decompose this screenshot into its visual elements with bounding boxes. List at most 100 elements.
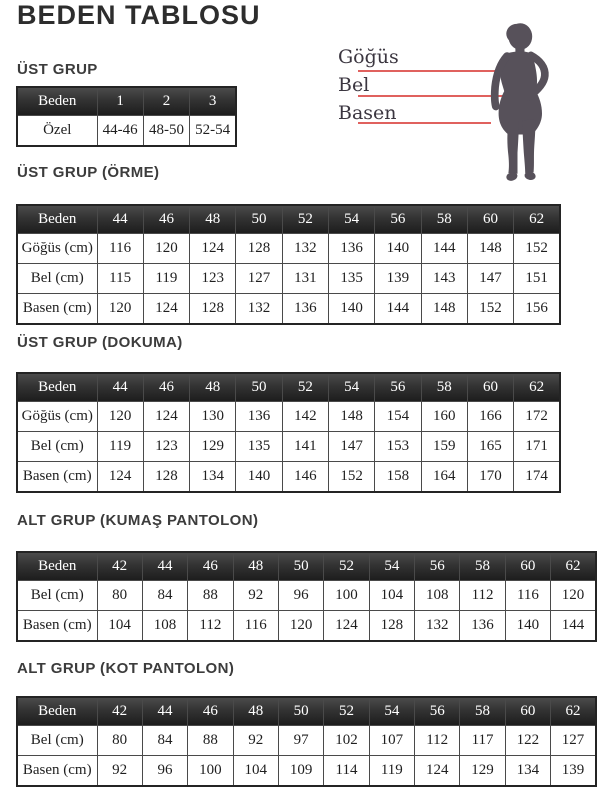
value-cell: 124 (96, 461, 144, 493)
header-size-cell: 60 (466, 372, 515, 402)
header-size-cell: 60 (466, 204, 515, 234)
size-table-dokuma: Beden 44 46 48 50 52 54 56 58 60 62 Göğüs (cm) 120 12… (16, 372, 561, 493)
section-heading-ust-grup: ÜST GRUP (17, 61, 98, 78)
section-heading-kot-pantolon: ALT GRUP (KOT PANTOLON) (17, 660, 235, 677)
value-cell: 120 (142, 233, 191, 264)
value-cell: 127 (235, 263, 283, 294)
row-label-cell: Bel (cm) (16, 725, 98, 756)
value-cell: 139 (374, 263, 422, 294)
header-size-cell: 42 (96, 551, 143, 581)
header-size-cell: 62 (513, 372, 561, 402)
value-cell: 140 (504, 610, 552, 642)
value-cell: 112 (414, 725, 461, 756)
value-cell: 159 (420, 431, 468, 462)
value-cell: 124 (142, 293, 191, 325)
value-cell: 80 (96, 725, 143, 756)
page-title: BEDEN TABLOSU (17, 0, 261, 30)
value-cell: 144 (374, 293, 422, 325)
value-cell: 139 (550, 755, 597, 787)
value-cell: 128 (368, 610, 416, 642)
header-size-cell: 54 (368, 696, 416, 726)
value-cell: 123 (142, 431, 191, 462)
value-cell: 127 (550, 725, 597, 756)
table-header-row: Beden 1 2 3 (16, 86, 237, 116)
value-cell: 128 (142, 461, 191, 493)
header-size-cell: 44 (96, 204, 144, 234)
value-cell: 136 (459, 610, 506, 642)
header-size-cell: 3 (189, 86, 237, 116)
row-label-cell: Basen (cm) (16, 755, 98, 787)
value-cell: 120 (96, 401, 144, 432)
header-size-cell: 56 (374, 204, 422, 234)
value-cell: 124 (189, 233, 237, 264)
value-cell: 80 (96, 580, 143, 611)
header-size-cell: 42 (96, 696, 143, 726)
size-table-ust-grup: Beden 1 2 3 Özel 44-46 48-50 52-54 (16, 86, 237, 147)
header-size-cell: 54 (327, 204, 376, 234)
header-size-cell: 54 (327, 372, 376, 402)
value-cell: 112 (187, 610, 234, 642)
row-label-cell: Özel (16, 115, 98, 147)
header-size-cell: 46 (142, 204, 191, 234)
header-size-cell: 1 (96, 86, 144, 116)
value-cell: 102 (323, 725, 370, 756)
table-header-row: Beden 44 46 48 50 52 54 56 58 60 62 (16, 372, 561, 402)
header-size-cell: 56 (414, 551, 461, 581)
value-cell: 48-50 (142, 115, 191, 147)
header-size-cell: 62 (513, 204, 561, 234)
header-label-cell: Beden (16, 86, 98, 116)
header-size-cell: 60 (504, 696, 552, 726)
header-size-cell: 62 (550, 696, 597, 726)
value-cell: 92 (96, 755, 143, 787)
header-size-cell: 54 (368, 551, 416, 581)
value-cell: 119 (96, 431, 144, 462)
value-cell: 171 (513, 431, 561, 462)
header-size-cell: 52 (281, 372, 329, 402)
row-label-cell: Basen (cm) (16, 610, 98, 642)
value-cell: 147 (466, 263, 515, 294)
value-cell: 148 (327, 401, 376, 432)
size-table-orme: Beden 44 46 48 50 52 54 56 58 60 62 Göğüs (cm) 116 12… (16, 204, 561, 325)
header-size-cell: 46 (187, 696, 234, 726)
value-cell: 128 (189, 293, 237, 325)
table-header-row: Beden 44 46 48 50 52 54 56 58 60 62 (16, 204, 561, 234)
waist-label: Bel (338, 74, 370, 96)
value-cell: 96 (277, 580, 325, 611)
value-cell: 109 (277, 755, 325, 787)
size-table-kumas-pantolon: Beden 42 44 46 48 50 52 54 56 58 60 62 Bel (cm) 80 84 8… (16, 551, 597, 642)
header-label-cell: Beden (16, 696, 98, 726)
value-cell: 152 (466, 293, 515, 325)
value-cell: 170 (466, 461, 515, 493)
value-cell: 174 (513, 461, 561, 493)
value-cell: 136 (327, 233, 376, 264)
header-size-cell: 58 (459, 551, 506, 581)
table-row: Basen (cm) 104 108 112 116 120 124 128 132 136 140… (16, 610, 597, 642)
value-cell: 88 (187, 725, 234, 756)
hip-measure-line (358, 122, 491, 124)
waist-measure-line (358, 95, 503, 97)
table-row: Basen (cm) 92 96 100 104 109 114 119 124 129 134 13… (16, 755, 597, 787)
value-cell: 158 (374, 461, 422, 493)
value-cell: 124 (323, 610, 370, 642)
row-label-cell: Bel (cm) (16, 263, 98, 294)
value-cell: 156 (513, 293, 561, 325)
woman-silhouette-icon (490, 23, 549, 181)
header-size-cell: 48 (232, 696, 279, 726)
table-row: Bel (cm) 119 123 129 135 141 147 153 159 165 171 (16, 431, 561, 462)
value-cell: 116 (96, 233, 144, 264)
header-size-cell: 46 (142, 372, 191, 402)
value-cell: 129 (459, 755, 506, 787)
header-size-cell: 44 (96, 372, 144, 402)
row-label-cell: Basen (cm) (16, 293, 98, 325)
value-cell: 148 (420, 293, 468, 325)
table-row: Basen (cm) 124 128 134 140 146 152 158 164 170 174 (16, 461, 561, 493)
value-cell: 132 (281, 233, 329, 264)
value-cell: 134 (504, 755, 552, 787)
header-size-cell: 48 (189, 204, 237, 234)
header-label-cell: Beden (16, 204, 98, 234)
value-cell: 151 (513, 263, 561, 294)
value-cell: 140 (327, 293, 376, 325)
table-row: Göğüs (cm) 116 120 124 128 132 136 140 144 148 152 (16, 233, 561, 264)
value-cell: 124 (414, 755, 461, 787)
value-cell: 96 (141, 755, 189, 787)
